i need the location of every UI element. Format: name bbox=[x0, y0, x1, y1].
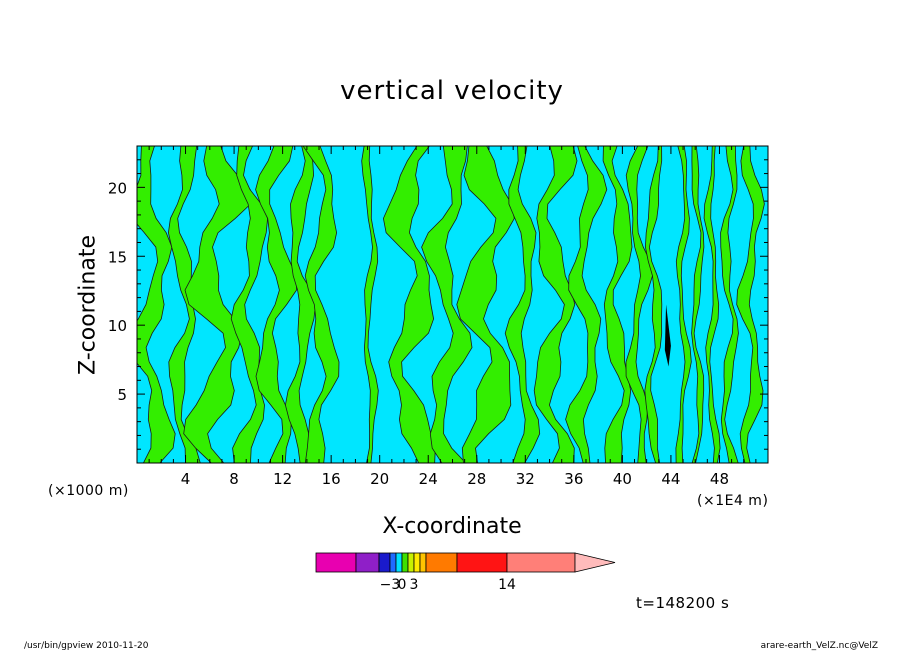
positive-velocity-band bbox=[644, 146, 663, 463]
x-unit-left: (×1000 m) bbox=[48, 483, 129, 499]
positive-velocity-band bbox=[421, 146, 473, 463]
x-unit-right: (×1E4 m) bbox=[697, 493, 769, 509]
positive-velocity-band bbox=[361, 146, 379, 463]
positive-velocity-band bbox=[183, 146, 252, 463]
x-tick-label: 4 bbox=[181, 470, 191, 488]
x-tick-label: 28 bbox=[467, 470, 486, 488]
contour-field bbox=[137, 146, 765, 463]
time-label: t=148200 s bbox=[636, 594, 730, 612]
x-tick-label: 12 bbox=[273, 470, 292, 488]
colorbar-segment bbox=[315, 552, 357, 573]
positive-velocity-band bbox=[691, 146, 705, 463]
colorbar-segment bbox=[413, 552, 421, 573]
positive-velocity-band bbox=[303, 146, 340, 463]
colorbar-segment bbox=[378, 552, 391, 573]
colorbar-segment bbox=[407, 552, 415, 573]
plot-area bbox=[137, 146, 768, 463]
positive-velocity-band bbox=[625, 146, 653, 463]
x-tick-label: 32 bbox=[516, 470, 535, 488]
colorbar-segment bbox=[419, 552, 427, 573]
y-tick-label: 10 bbox=[108, 317, 127, 335]
y-tick-label: 20 bbox=[108, 179, 127, 197]
colorbar-extension-arrow bbox=[574, 552, 616, 573]
colorbar-label: 0 bbox=[398, 577, 407, 593]
colorbar-segment bbox=[395, 552, 403, 573]
positive-velocity-band bbox=[255, 146, 298, 463]
colorbar-segment bbox=[425, 552, 458, 573]
y-tick-label: 15 bbox=[108, 248, 127, 266]
x-tick-label: 20 bbox=[370, 470, 389, 488]
x-tick-label: 44 bbox=[661, 470, 680, 488]
colorbar-segment bbox=[389, 552, 397, 573]
positive-velocity-band bbox=[533, 146, 578, 463]
colorbar-label: 14 bbox=[498, 577, 516, 593]
x-tick-label: 36 bbox=[564, 470, 583, 488]
colorbar-segment bbox=[456, 552, 508, 573]
colorbar-segment bbox=[355, 552, 380, 573]
y-tick-label: 5 bbox=[117, 386, 127, 404]
colorbar: −30 3 14 bbox=[315, 552, 616, 593]
colorbar-label: −3 bbox=[380, 577, 401, 593]
x-axis-label: X-coordinate bbox=[382, 514, 522, 539]
x-tick-label: 40 bbox=[613, 470, 632, 488]
footer-file: arare-earth_VelZ.nc@VelZ bbox=[760, 641, 878, 651]
positive-velocity-band bbox=[167, 146, 201, 463]
chart-title: vertical velocity bbox=[340, 76, 564, 106]
y-axis-label: Z-coordinate bbox=[75, 235, 101, 375]
positive-velocity-band bbox=[382, 146, 436, 463]
colorbar-segment bbox=[506, 552, 576, 573]
colorbar-label: 3 bbox=[410, 577, 419, 593]
x-tick-label: 24 bbox=[419, 470, 438, 488]
positive-velocity-band bbox=[284, 146, 317, 463]
positive-velocity-band bbox=[703, 146, 721, 463]
positive-velocity-band bbox=[456, 146, 515, 463]
x-tick-label: 8 bbox=[229, 470, 239, 488]
footer-program: /usr/bin/gpview 2010-11-20 bbox=[24, 641, 149, 651]
x-tick-label: 16 bbox=[322, 470, 341, 488]
positive-velocity-band bbox=[720, 146, 739, 463]
positive-velocity-band bbox=[137, 146, 176, 463]
colorbar-segment bbox=[401, 552, 409, 573]
positive-velocity-band bbox=[675, 146, 692, 463]
x-tick-label: 48 bbox=[710, 470, 729, 488]
strong-updraft-core bbox=[664, 304, 671, 367]
positive-velocity-band bbox=[504, 146, 541, 463]
positive-velocity-band bbox=[565, 146, 608, 463]
positive-velocity-band bbox=[736, 146, 765, 463]
